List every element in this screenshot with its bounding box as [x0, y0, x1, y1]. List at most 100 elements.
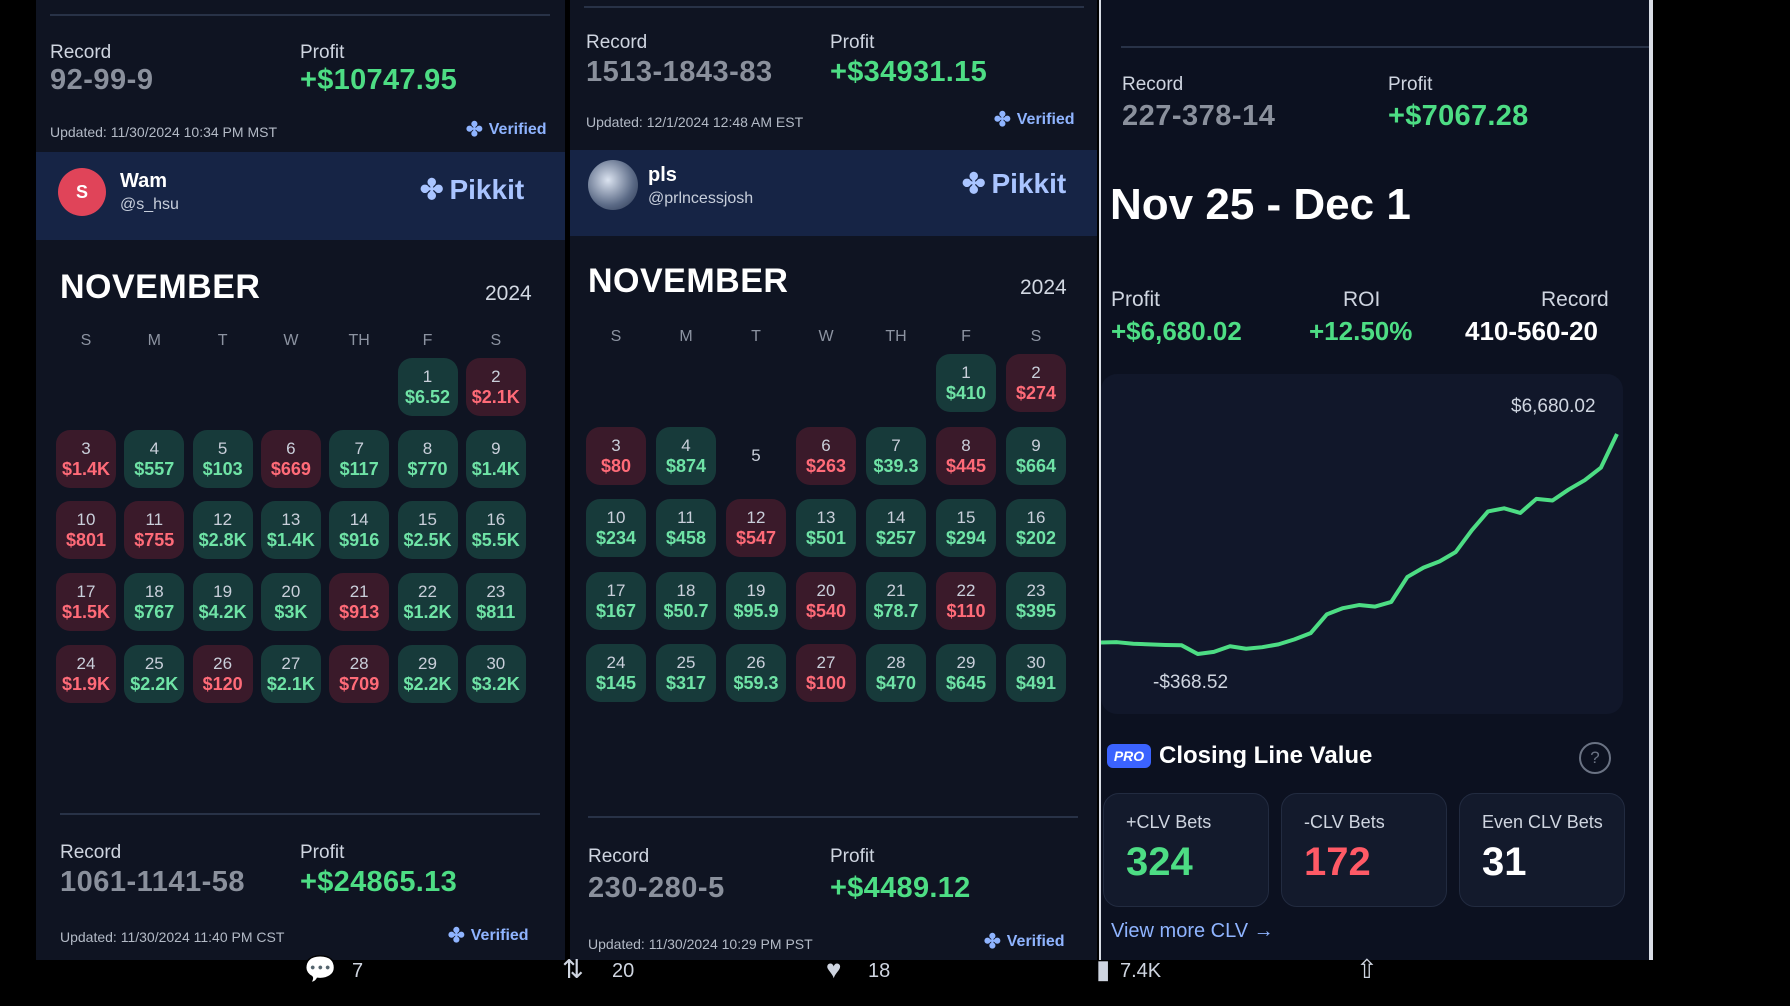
calendar-day-30[interactable]: 30 $3.2K [465, 644, 526, 703]
day-number: 18 [676, 580, 696, 600]
calendar-day-26[interactable]: 26 $59.3 [726, 644, 786, 702]
user-handle[interactable]: @s_hsu [120, 196, 179, 213]
share-icon[interactable]: ⇧ [1356, 954, 1378, 984]
calendar-day-2[interactable]: 2 $274 [1006, 354, 1066, 412]
calendar-day-11[interactable]: 11 $755 [124, 501, 185, 560]
like-icon[interactable]: ♥ [826, 954, 842, 984]
day-number: 19 [746, 580, 766, 600]
calendar-day-5[interactable]: 5 $103 [192, 429, 253, 488]
calendar-day-9[interactable]: 9 $664 [1006, 426, 1066, 485]
calendar-day-10[interactable]: 10 $801 [56, 501, 116, 560]
calendar-day-3[interactable]: 3 $1.4K [56, 429, 116, 488]
calendar-day-29[interactable]: 29 $645 [936, 644, 996, 702]
calendar-day-13[interactable]: 13 $1.4K [260, 501, 321, 560]
calendar-day-27[interactable]: 27 $100 [796, 644, 856, 702]
calendar-day-24[interactable]: 24 $145 [586, 644, 646, 702]
bottom-profit-value: +$4489.12 [830, 872, 971, 904]
calendar-day-17[interactable]: 17 $167 [586, 571, 646, 630]
calendar-day-30[interactable]: 30 $491 [1006, 644, 1066, 702]
avatar[interactable] [588, 160, 638, 210]
calendar-day-21[interactable]: 21 $78.7 [866, 571, 926, 630]
day-number: 11 [145, 510, 164, 530]
calendar-day-25[interactable]: 25 $2.2K [124, 644, 185, 703]
day-number: 15 [956, 508, 976, 527]
calendar-day-19[interactable]: 19 $4.2K [192, 573, 253, 632]
calendar-day-15[interactable]: 15 $2.5K [397, 501, 458, 560]
calendar-day-12[interactable]: 12 $547 [726, 499, 786, 557]
calendar-day-10[interactable]: 10 $234 [586, 499, 646, 557]
day-number: 12 [746, 508, 766, 527]
calendar-day-5[interactable]: 5 [726, 427, 786, 485]
calendar-day-20[interactable]: 20 $540 [796, 571, 856, 630]
calendar-day-14[interactable]: 14 $257 [866, 499, 926, 557]
calendar-day-18[interactable]: 18 $50.7 [656, 571, 716, 630]
views-icon[interactable]: ▮ [1096, 954, 1111, 984]
calendar-year: 2024 [1020, 276, 1067, 299]
bottom-divider [60, 813, 540, 815]
calendar-day-19[interactable]: 19 $95.9 [726, 571, 786, 630]
calendar-day-14[interactable]: 14 $916 [329, 501, 390, 560]
day-profit: $80 [600, 455, 632, 476]
calendar-day-28[interactable]: 28 $709 [329, 644, 390, 703]
calendar-day-28[interactable]: 28 $470 [866, 644, 926, 702]
right-panel: Record 227-378-14 Profit +$7067.28 Nov 2… [1101, 0, 1649, 960]
day-number: 14 [886, 508, 906, 527]
day-profit: $317 [665, 673, 707, 693]
calendar-day-22[interactable]: 22 $110 [936, 571, 996, 630]
day-profit: $395 [1015, 600, 1057, 621]
top-divider [50, 14, 550, 16]
user-name[interactable]: pls [648, 164, 677, 186]
calendar-day-17[interactable]: 17 $1.5K [56, 573, 116, 632]
day-number: 2 [1031, 363, 1041, 382]
clv-card-even[interactable]: Even CLV Bets 31 [1459, 793, 1625, 907]
calendar-day-23[interactable]: 23 $811 [465, 573, 526, 632]
calendar-day-8[interactable]: 8 $445 [936, 426, 996, 485]
day-number: 25 [144, 653, 164, 673]
day-profit: $1.2K [403, 602, 452, 623]
calendar-day-8[interactable]: 8 $770 [397, 429, 458, 488]
top-verified-badge: ✤ Verified [994, 110, 1075, 130]
calendar-day-27[interactable]: 27 $2.1K [260, 644, 321, 703]
day-profit: $458 [665, 528, 707, 548]
calendar-day-7[interactable]: 7 $117 [329, 429, 390, 488]
calendar-day-21[interactable]: 21 $913 [329, 573, 390, 632]
calendar-day-13[interactable]: 13 $501 [796, 499, 856, 557]
calendar-day-18[interactable]: 18 $767 [124, 573, 185, 632]
avatar[interactable]: S [58, 168, 106, 216]
calendar-day-1[interactable]: 1 $6.52 [397, 358, 458, 416]
clv-card-negative[interactable]: -CLV Bets 172 [1281, 793, 1447, 907]
calendar-day-12[interactable]: 12 $2.8K [192, 501, 253, 560]
calendar-day-24[interactable]: 24 $1.9K [56, 644, 116, 703]
day-number: 23 [486, 582, 506, 602]
calendar-day-7[interactable]: 7 $39.3 [866, 426, 926, 485]
calendar-day-1[interactable]: 1 $410 [936, 354, 996, 412]
clv-card-positive[interactable]: +CLV Bets 324 [1103, 793, 1269, 907]
calendar-day-26[interactable]: 26 $120 [192, 644, 253, 703]
calendar-day-6[interactable]: 6 $263 [796, 426, 856, 485]
calendar-day-23[interactable]: 23 $395 [1006, 571, 1066, 630]
calendar-day-22[interactable]: 22 $1.2K [397, 573, 458, 632]
calendar-day-9[interactable]: 9 $1.4K [465, 429, 526, 488]
verified-label: Verified [1006, 933, 1065, 950]
calendar-day-6[interactable]: 6 $669 [260, 429, 321, 488]
retweet-icon[interactable]: ⇅ [562, 954, 584, 984]
calendar-day-4[interactable]: 4 $874 [656, 426, 716, 485]
user-name[interactable]: Wam [120, 170, 168, 192]
calendar-day-16[interactable]: 16 $202 [1006, 499, 1066, 557]
day-profit: $167 [595, 600, 637, 621]
calendar-day-15[interactable]: 15 $294 [936, 499, 996, 557]
calendar-day-20[interactable]: 20 $3K [260, 573, 321, 632]
calendar-day-4[interactable]: 4 $557 [124, 429, 185, 488]
summary-profit-label: Profit [1111, 288, 1161, 311]
calendar-day-16[interactable]: 16 $5.5K [465, 501, 526, 560]
calendar-day-2[interactable]: 2 $2.1K [465, 358, 526, 416]
brand-label: Pikkit [991, 168, 1067, 199]
calendar-day-11[interactable]: 11 $458 [656, 499, 716, 557]
reply-icon[interactable]: 💬 [304, 954, 337, 984]
calendar-day-3[interactable]: 3 $80 [586, 426, 646, 485]
help-icon[interactable]: ? [1579, 742, 1611, 774]
user-handle[interactable]: @prlncessjosh [648, 190, 754, 207]
calendar-day-29[interactable]: 29 $2.2K [397, 644, 458, 703]
view-more-clv-link[interactable]: View more CLV → [1111, 920, 1274, 942]
calendar-day-25[interactable]: 25 $317 [656, 644, 716, 702]
